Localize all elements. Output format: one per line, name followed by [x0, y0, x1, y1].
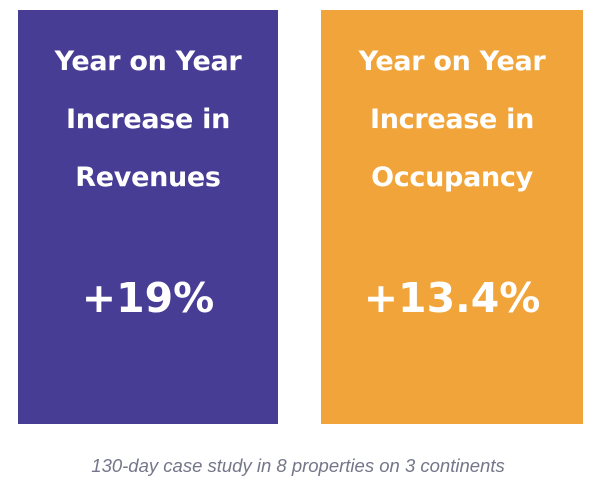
- occupancy-heading-line-3: Occupancy: [371, 162, 533, 193]
- occupancy-stat-card: Year on Year Increase in Occupancy +13.4…: [321, 10, 583, 424]
- case-study-caption: 130-day case study in 8 properties on 3 …: [91, 455, 505, 476]
- occupancy-heading-line-2: Increase in: [369, 104, 535, 135]
- revenue-heading-line-3: Revenues: [75, 162, 221, 193]
- occupancy-heading-line-1: Year on Year: [358, 46, 546, 77]
- occupancy-card-heading: Year on Year Increase in Occupancy: [321, 33, 583, 207]
- revenue-stat-card: Year on Year Increase in Revenues +19%: [18, 10, 278, 424]
- revenue-heading-line-1: Year on Year: [54, 46, 242, 77]
- revenue-card-heading: Year on Year Increase in Revenues: [18, 33, 278, 207]
- revenue-increase-value: +19%: [81, 274, 215, 322]
- revenue-heading-line-2: Increase in: [65, 104, 231, 135]
- occupancy-increase-value: +13.4%: [363, 274, 541, 322]
